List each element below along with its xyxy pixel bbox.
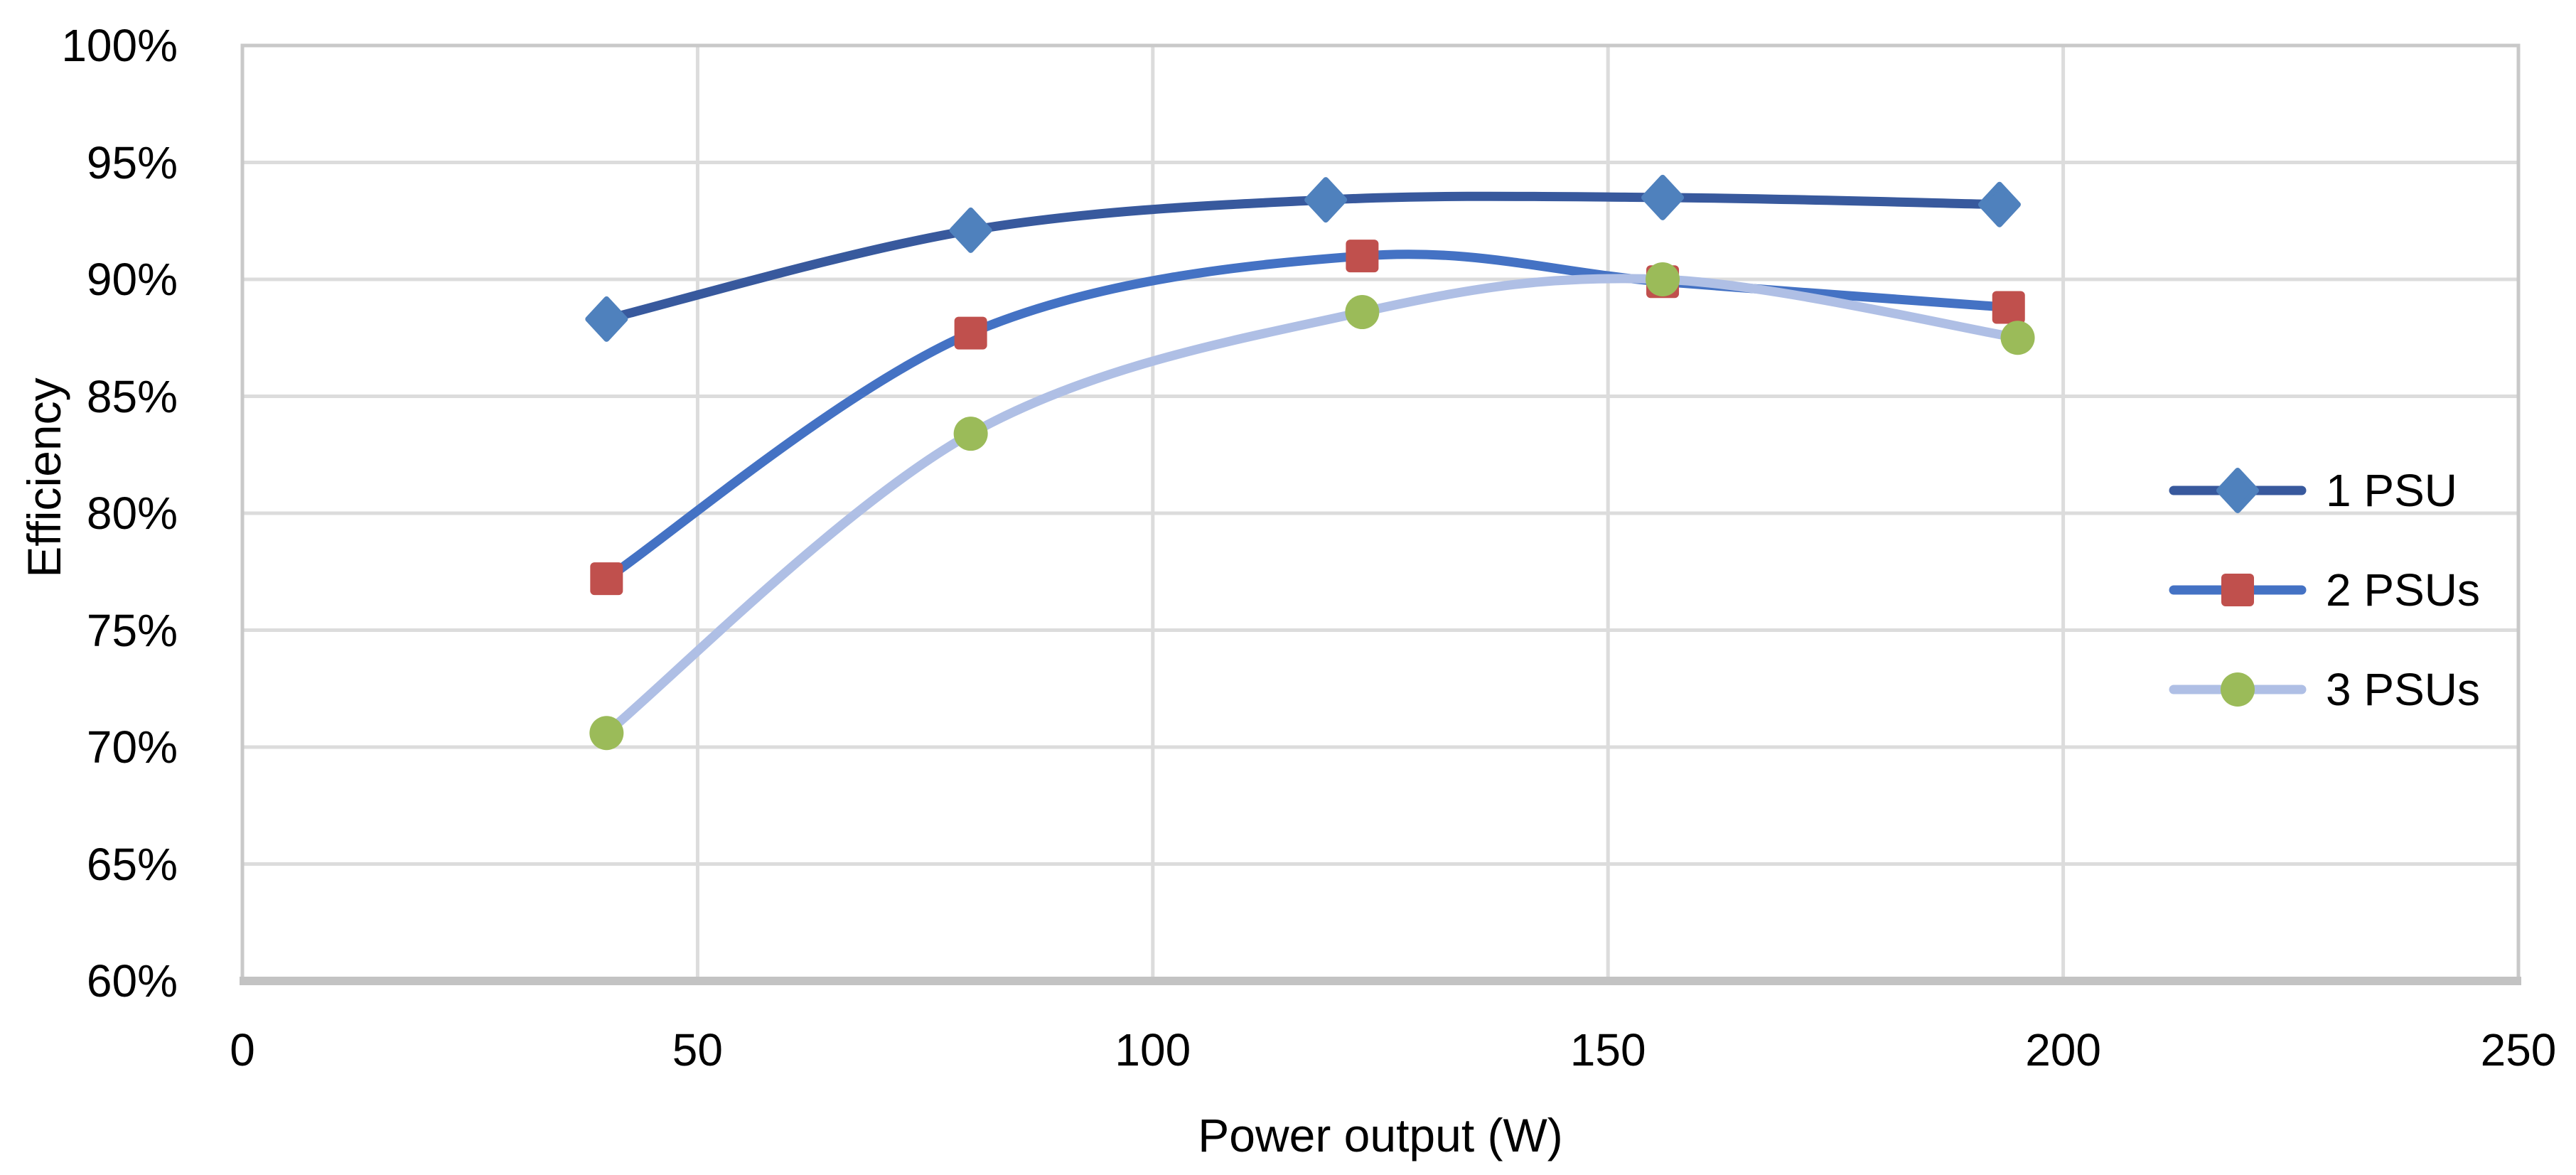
series-markers-1-psu [585,174,2021,342]
legend-item-3-psus: 3 PSUs [2168,662,2480,717]
marker-square [1346,240,1379,273]
legend-item-2-psus: 2 PSUs [2168,563,2480,617]
x-axis-title: Power output (W) [1198,1109,1563,1161]
y-tick-label: 90% [86,254,178,305]
marker-diamond [1977,181,2021,227]
legend-swatch-square [2169,574,2307,606]
legend-label: 2 PSUs [2326,564,2480,616]
y-tick-label: 100% [61,20,178,71]
marker-circle [2000,321,2035,355]
x-tick-label: 200 [2025,1024,2101,1075]
legend-label: 1 PSU [2326,465,2457,516]
x-tick-label: 50 [672,1024,723,1075]
marker-square [954,316,987,350]
y-tick-label: 60% [86,955,178,1007]
marker-diamond [1304,177,1348,223]
marker-diamond [1641,174,1685,220]
x-tick-label: 0 [230,1024,255,1075]
y-tick-label: 70% [86,721,178,773]
marker-square [1992,291,2025,324]
y-tick-label: 75% [86,604,178,656]
marker-circle [1646,262,1680,296]
marker-circle [2221,672,2255,707]
y-tick-label: 85% [86,370,178,422]
x-tick-label: 150 [1569,1024,1646,1075]
series-line-2-psus [601,250,2014,584]
legend-item-1-psu: 1 PSU [2168,463,2457,517]
marker-circle [1345,295,1380,330]
legend-swatch-diamond [2169,468,2307,513]
series-line-3-psus [601,274,2023,738]
marker-circle [953,417,988,451]
legend-label: 3 PSUs [2326,664,2480,715]
y-tick-label: 95% [86,136,178,188]
legend-swatch-circle [2169,672,2307,707]
marker-square [2221,574,2254,606]
x-tick-label: 250 [2480,1024,2557,1075]
marker-diamond [585,296,628,342]
marker-square [590,562,623,596]
marker-diamond [2216,468,2259,513]
series-markers-3-psus [589,262,2035,751]
y-tick-label: 80% [86,488,178,539]
x-tick-label: 100 [1115,1024,1191,1075]
marker-circle [589,716,624,751]
y-tick-label: 65% [86,838,178,890]
y-axis-title: Efficiency [18,377,70,578]
marker-diamond [949,207,992,253]
